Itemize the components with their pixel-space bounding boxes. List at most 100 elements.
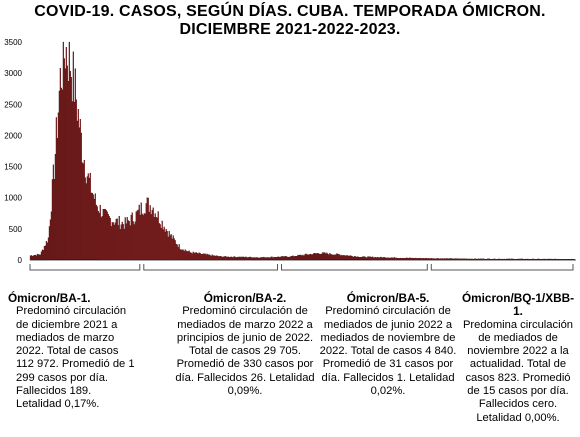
bar	[175, 243, 177, 261]
bar	[348, 256, 350, 261]
bar	[367, 256, 369, 261]
bar	[360, 257, 362, 261]
bar	[368, 256, 370, 261]
bar	[480, 258, 482, 261]
bar	[487, 258, 489, 261]
bar	[316, 253, 318, 261]
bar	[473, 258, 475, 261]
bar	[489, 258, 491, 261]
bar	[370, 256, 372, 261]
bar	[181, 249, 183, 261]
bar	[361, 256, 363, 261]
bar	[365, 257, 367, 261]
bar	[57, 112, 59, 261]
bar	[103, 209, 105, 261]
bar	[219, 255, 221, 261]
bar	[323, 252, 325, 261]
bar	[96, 206, 98, 261]
bar	[439, 258, 441, 261]
bar	[312, 254, 314, 261]
bar	[479, 258, 481, 261]
bar	[350, 255, 352, 261]
bar	[567, 258, 570, 261]
bar	[318, 253, 320, 261]
bar	[503, 259, 505, 261]
bar	[510, 258, 513, 261]
bar	[105, 210, 107, 261]
bar	[50, 211, 52, 261]
bar	[420, 257, 422, 261]
bar	[504, 258, 506, 261]
bar	[271, 256, 273, 261]
bar	[53, 179, 55, 261]
bar	[472, 258, 474, 261]
bar	[496, 259, 498, 261]
bar	[192, 251, 194, 261]
period-bracket	[143, 264, 278, 271]
bar	[531, 258, 534, 261]
bar	[429, 258, 431, 261]
bar	[46, 242, 48, 261]
bar	[52, 164, 54, 261]
bar	[118, 216, 120, 261]
bar	[418, 258, 420, 261]
bar	[452, 258, 454, 261]
bar	[359, 257, 361, 261]
bar	[171, 238, 173, 261]
bar	[514, 259, 517, 261]
bar	[80, 132, 82, 261]
bar	[58, 90, 60, 261]
bar	[89, 172, 91, 261]
y-tick-label: 500	[9, 225, 23, 234]
bar	[106, 211, 108, 261]
bar	[56, 138, 58, 261]
bar	[288, 256, 290, 261]
bar	[441, 258, 443, 261]
bar	[519, 258, 522, 261]
bar	[55, 117, 57, 261]
bar	[289, 256, 291, 261]
bar	[141, 213, 143, 261]
bar	[558, 259, 561, 261]
bar	[194, 253, 196, 261]
bar	[257, 257, 259, 261]
panel-bq1-xbb1-heading: Ómicron/BQ-1/XBB-1.	[461, 291, 575, 319]
bar	[69, 71, 71, 261]
bar	[391, 257, 393, 261]
bar	[431, 258, 433, 261]
bar	[202, 253, 204, 261]
bar	[507, 258, 510, 261]
bar	[207, 254, 209, 261]
bar	[525, 259, 528, 261]
bar	[499, 258, 501, 261]
bar	[528, 258, 531, 261]
bar	[101, 216, 103, 261]
bar	[299, 254, 301, 261]
bar	[297, 254, 299, 261]
bar	[133, 224, 135, 261]
bar	[248, 257, 250, 261]
bar	[466, 258, 468, 261]
bar	[189, 252, 191, 261]
bar	[329, 252, 331, 261]
bar	[279, 257, 281, 261]
bar	[398, 258, 400, 261]
bar	[538, 258, 541, 261]
bar	[157, 211, 159, 261]
bar	[376, 257, 378, 261]
bar	[63, 58, 65, 261]
bar	[324, 252, 326, 261]
bar	[309, 254, 311, 261]
bar	[132, 221, 134, 261]
bar	[203, 253, 205, 261]
bar	[419, 258, 421, 261]
bar	[39, 254, 42, 261]
bar	[371, 256, 373, 261]
bar	[258, 257, 260, 261]
bar	[351, 255, 353, 261]
bar	[481, 258, 483, 261]
bar	[167, 236, 169, 261]
bar	[247, 257, 249, 261]
bar	[523, 259, 526, 261]
bar	[170, 234, 172, 261]
